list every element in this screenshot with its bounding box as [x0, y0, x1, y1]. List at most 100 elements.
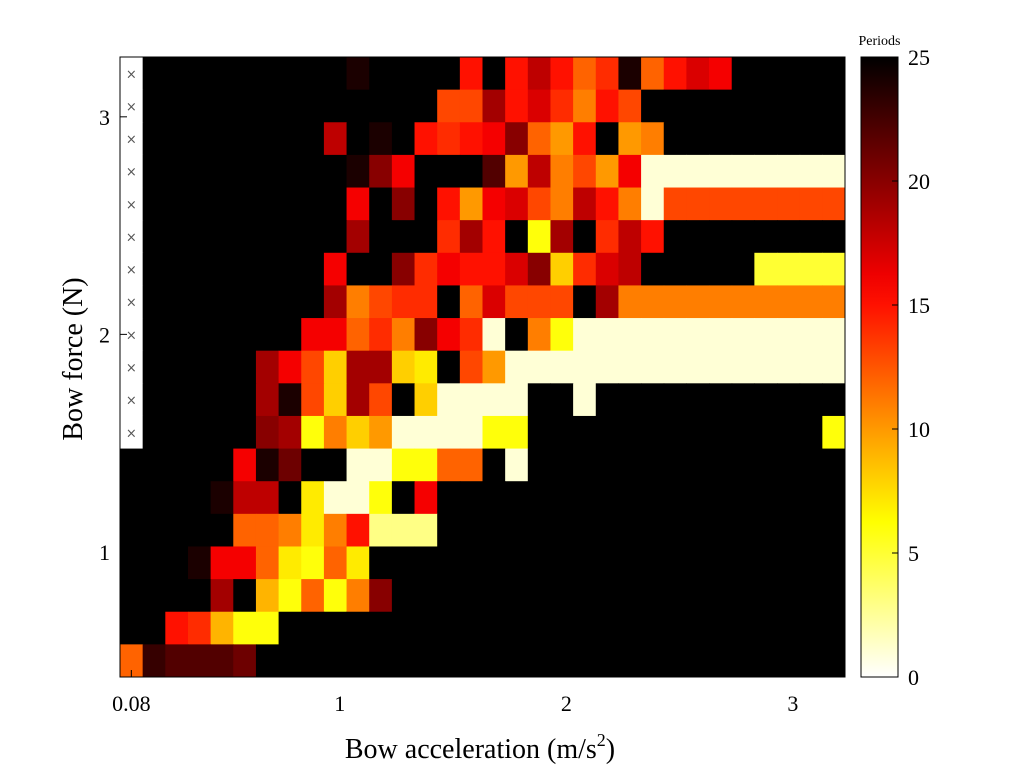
heatmap-cell [369, 220, 393, 254]
colorbar-tick-label: 5 [908, 541, 919, 566]
heatmap-cell [255, 350, 280, 384]
heatmap-cell [550, 350, 574, 384]
heatmap-cell [391, 122, 416, 156]
heatmap-cell [663, 122, 687, 156]
heatmap-cell [369, 318, 393, 352]
heatmap-cell [233, 89, 257, 123]
heatmap-cell [505, 611, 529, 645]
heatmap-cell [618, 415, 642, 450]
heatmap-cell [822, 546, 846, 580]
y-tick-label: 1 [99, 540, 110, 565]
heatmap-cell [595, 644, 619, 678]
heatmap-cell [754, 154, 778, 189]
heatmap-cell [414, 89, 438, 123]
heatmap-cell [573, 513, 597, 547]
heatmap-cell [482, 122, 506, 156]
heatmap-cell [414, 350, 438, 384]
heatmap-cell [391, 546, 416, 580]
heatmap-cell [233, 285, 257, 319]
heatmap-cell [255, 285, 280, 319]
heatmap-cell [301, 89, 325, 123]
heatmap-cell [255, 611, 280, 645]
heatmap-cell [301, 611, 325, 645]
heatmap-cell [573, 350, 597, 384]
heatmap-cell [777, 285, 801, 319]
heatmap-cell [369, 154, 393, 189]
heatmap-cell [573, 154, 597, 189]
heatmap-cell [550, 187, 574, 221]
heatmap-cell [618, 513, 642, 547]
heatmap-cell [641, 513, 665, 547]
x-axis-title: Bow acceleration (m/s2) [345, 730, 615, 765]
heatmap-cell [527, 383, 551, 417]
heatmap-cell [187, 187, 212, 221]
heatmap-cell [641, 187, 665, 221]
heatmap-cell [731, 154, 755, 189]
heatmap-cell [573, 546, 597, 580]
heatmap-cell [323, 57, 348, 91]
heatmap-cell [663, 644, 687, 678]
heatmap-cell [709, 448, 733, 482]
heatmap-cell [210, 546, 234, 580]
heatmap-cell [573, 57, 597, 91]
heatmap-cell [777, 318, 801, 352]
heatmap-cell [822, 481, 846, 515]
heatmap-cell [505, 644, 529, 678]
heatmap-cell [142, 415, 166, 450]
heatmap-cell [663, 57, 687, 91]
heatmap-cell [120, 187, 144, 221]
heatmap-cell [777, 383, 801, 417]
heatmap-cell [278, 252, 302, 286]
heatmap-cell [595, 481, 619, 515]
heatmap-cell [346, 285, 370, 319]
heatmap-cell [323, 318, 348, 352]
heatmap-cell [573, 448, 597, 482]
heatmap-cell [414, 513, 438, 547]
heatmap-cell [663, 350, 687, 384]
heatmap-cell [459, 481, 483, 515]
heatmap-cell [505, 122, 529, 156]
heatmap-cell [255, 644, 280, 678]
heatmap-cell [120, 220, 144, 254]
heatmap-cell [142, 122, 166, 156]
heatmap-cell [459, 57, 483, 91]
heatmap-cell [323, 252, 348, 286]
heatmap-cell [731, 122, 755, 156]
heatmap-cell [550, 154, 574, 189]
heatmap-cell [822, 89, 846, 123]
heatmap-cell [233, 579, 257, 613]
heatmap-cell [618, 154, 642, 189]
heatmap-cell [822, 579, 846, 613]
heatmap-cell [369, 579, 393, 613]
missing-marker: × [126, 263, 137, 278]
heatmap-cell [210, 318, 234, 352]
heatmap-cell [255, 89, 280, 123]
heatmap-cell [187, 154, 212, 189]
heatmap-cell [459, 89, 483, 123]
heatmap-cell [731, 481, 755, 515]
heatmap-cell [414, 252, 438, 286]
heatmap-cell [595, 187, 619, 221]
heatmap-cell [323, 448, 348, 482]
heatmap-cell [187, 611, 212, 645]
heatmap-cell [414, 611, 438, 645]
heatmap-cell [731, 350, 755, 384]
heatmap-cell [459, 644, 483, 678]
heatmap-cell [187, 546, 212, 580]
heatmap-cell [120, 122, 144, 156]
heatmap-cell [505, 546, 529, 580]
heatmap-cell [233, 350, 257, 384]
heatmap-cell [527, 448, 551, 482]
heatmap-cell [142, 154, 166, 189]
heatmap-cell [391, 611, 416, 645]
heatmap-cell [663, 611, 687, 645]
heatmap-cell [165, 154, 189, 189]
heatmap-cell [777, 513, 801, 547]
heatmap-cell [573, 89, 597, 123]
heatmap-cell [799, 481, 823, 515]
heatmap-cell [618, 644, 642, 678]
heatmap-cell [278, 187, 302, 221]
heatmap-cell [527, 57, 551, 91]
heatmap-cell [391, 383, 416, 417]
